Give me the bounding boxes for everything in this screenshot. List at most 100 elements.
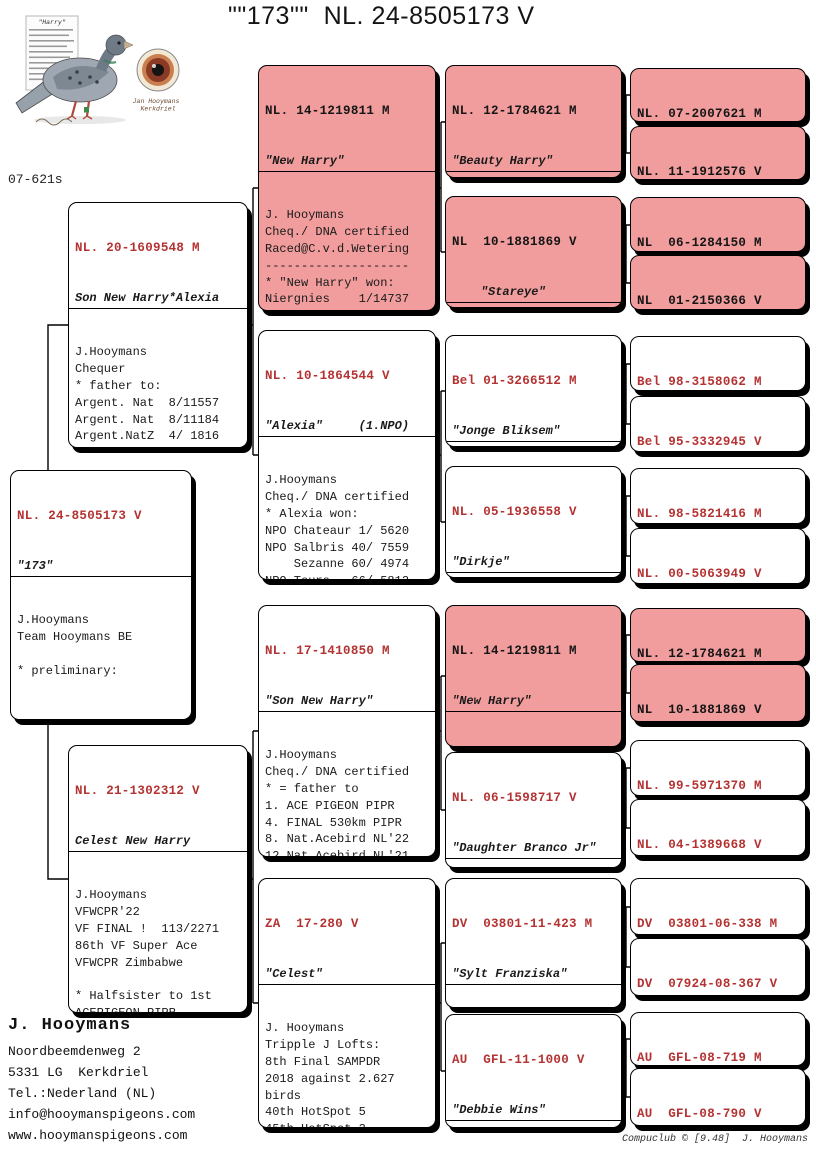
- ring-number: NL. 11-1912576 V: [637, 164, 762, 179]
- pigeon-name: "Jonge Bliksem": [452, 423, 561, 438]
- box-stareye: NL 10-1881869 V "Stareye" * MOTHER NEW H…: [445, 196, 622, 308]
- telephone-text: Tel.:Nederland (NL): [8, 1086, 157, 1101]
- ring-number: Bel 01-3266512 M: [452, 373, 577, 388]
- page-title: ""173"" NL. 24-8505173 V: [228, 2, 535, 30]
- card-title: "Harry": [38, 19, 65, 26]
- ring-number: AU GFL-08-790 V: [637, 1106, 762, 1121]
- ring-number: DV 03801-11-423 M: [452, 916, 593, 931]
- pigeon-photo: "Harry": [15, 15, 184, 126]
- pigeon-name: "Dirkje": [452, 554, 510, 569]
- pigeon-name: "Alexia" (1.NPO): [265, 418, 410, 433]
- box-beauty-harry: NL. 12-1784621 M "Beauty Harry" J.Hooyma…: [445, 65, 622, 178]
- address-line: Noordbeemdenweg 2: [8, 1044, 141, 1059]
- box-dolores: Bel 95-3332945 V "Dolores" Vandenabeele …: [630, 396, 806, 452]
- box-the-beauty-576: NL. 11-1912576 V "The Beauty 576" J.Hooy…: [630, 126, 806, 180]
- website-text: www.hooymanspigeons.com: [8, 1128, 188, 1143]
- pigeon-details: J. Hooymans Cheq./ DNA certified Raced@C…: [265, 208, 410, 310]
- box-t-lichte-supertje: NL 01-2150366 V " t Lichte Supertje" Jo …: [630, 255, 806, 310]
- pigeon-name: "Daughter Branco Jr": [452, 840, 597, 855]
- box-beauty-harry-2: NL. 12-1784621 M "Beauty Harry" J.Hooyma…: [630, 608, 806, 662]
- box-froome-150: NL 06-1284150 M "Froome 150" (TT) Jo Baa…: [630, 197, 806, 252]
- pigeon-details: J.Hooymans Team Hooymans BE * preliminar…: [17, 613, 133, 678]
- ring-number: NL. 99-5971370 M: [637, 778, 762, 793]
- box-harry: NL. 07-2007621 M "Harry" J.Hooymans: [630, 68, 806, 122]
- loft-owner-name: J. Hooymans: [8, 1016, 132, 1035]
- box-dirkje: NL. 05-1936558 V "Dirkje" C & G Koopman …: [445, 466, 622, 578]
- box-celest-new-harry: NL. 21-1302312 V Celest New Harry J.Hooy…: [68, 745, 248, 1013]
- box-stareye-2: NL 10-1881869 V "Stareye" * MOTHER NEW H…: [630, 664, 806, 722]
- ring-number: NL 06-1284150 M: [637, 235, 762, 250]
- photo-code: 07-621s: [8, 172, 63, 187]
- box-alexia: NL. 10-1864544 V "Alexia" (1.NPO) J.Hooy…: [258, 330, 436, 580]
- photo-caption: Jan Hooymans Kerkdriel: [133, 98, 184, 113]
- pigeon-name: "New Harry": [452, 693, 532, 708]
- ring-number: NL. 00-5063949 V: [637, 566, 762, 581]
- pigeon-eye-photo: [136, 48, 180, 92]
- ring-number: NL. 06-1598717 V: [452, 790, 577, 805]
- ring-number: NL. 98-5821416 M: [637, 506, 762, 521]
- ring-number: NL. 12-1784621 M: [452, 103, 577, 118]
- ring-number: AU GFL-11-1000 V: [452, 1052, 585, 1067]
- pigeon-illustration: [15, 34, 134, 126]
- ring-number: NL 10-1881869 V: [637, 702, 762, 717]
- box-reverman-schwidde: DV 07924-08-367 V Reverman/Schwidde: [630, 938, 806, 996]
- box-branco-junior: NL. 99-5971370 M "Branco Junior" C & G K…: [630, 740, 806, 796]
- ring-number: AU GFL-08-719 M: [637, 1050, 762, 1065]
- box-debbie-wins: AU GFL-11-1000 V "Debbie Wins" Ganus Fam…: [445, 1014, 622, 1128]
- pigeon-name: "Debbie Wins": [452, 1102, 546, 1117]
- box-daughter-branco-jr: NL. 06-1598717 V "Daughter Branco Jr" An…: [445, 752, 622, 868]
- ring-number: NL. 14-1219811 M: [265, 103, 390, 118]
- box-celest: ZA 17-280 V "Celest" J. Hooymans Tripple…: [258, 878, 436, 1128]
- box-son-new-harry: NL. 17-1410850 M "Son New Harry" J.Hooym…: [258, 605, 436, 857]
- ring-number: NL 01-2150366 V: [637, 293, 762, 308]
- email-text: info@hooymanspigeons.com: [8, 1107, 196, 1122]
- pigeon-name: "New Harry": [265, 153, 345, 168]
- ring-number: NL. 12-1784621 M: [637, 646, 762, 661]
- ring-number: NL. 05-1936558 V: [452, 504, 577, 519]
- box-amore: NL. 00-5063949 V "Amore" C & G Koopman: [630, 528, 806, 584]
- box-bliksem: Bel 98-3158062 M "Bliksem" Vandenabeele …: [630, 336, 806, 391]
- ring-number: Bel 98-3158062 M: [637, 374, 762, 389]
- ring-number: DV 03801-06-338 M: [637, 916, 778, 931]
- box-bradley: AU GFL-08-719 M "Bradley" Ganus Family L…: [630, 1012, 806, 1066]
- ring-number: Bel 95-3332945 V: [637, 434, 762, 449]
- pigeon-name: "Son New Harry": [265, 693, 374, 708]
- pigeon-name: "Beauty Harry": [452, 153, 553, 168]
- ring-number: NL. 20-1609548 M: [75, 240, 200, 255]
- box-son-new-harry-alexia: NL. 20-1609548 M Son New Harry*Alexia J.…: [68, 202, 248, 448]
- pigeon-name: Son New Harry*Alexia: [75, 290, 220, 305]
- box-new-harry-2: NL. 14-1219811 M "New Harry" J. Hooymans…: [445, 605, 622, 747]
- box-kleine-dirk: NL. 98-5821416 M "Kleine Dirk" C & G Koo…: [630, 468, 806, 524]
- box-sis-miss-wonderful: NL. 04-1389668 V "Sis Miss Wonderful" C …: [630, 799, 806, 856]
- pigeon-details: J. Hooymans Tripple J Lofts: 8th Final S…: [265, 1021, 395, 1127]
- pigeon-details: J.Hooymans Cheq./ DNA certified * Alexia…: [265, 473, 410, 579]
- ring-number: NL. 14-1219811 M: [452, 643, 577, 658]
- ring-number: NL. 10-1864544 V: [265, 368, 390, 383]
- ring-number: NL. 17-1410850 M: [265, 643, 390, 658]
- software-credit: Compuclub © [9.48] J. Hooymans: [621, 1134, 808, 1145]
- ring-number: NL 10-1881869 V: [452, 234, 577, 249]
- pigeon-name: "173": [17, 558, 54, 573]
- ring-number: ZA 17-280 V: [265, 916, 359, 931]
- pigeon-name: "Stareye": [452, 284, 546, 299]
- pigeon-name: Celest New Harry: [75, 833, 191, 848]
- box-romario: DV 03801-06-338 M "ROMARIO": [630, 878, 806, 935]
- box-sylt-franziska: DV 03801-11-423 M "Sylt Franziska" (son …: [445, 878, 622, 1008]
- pigeon-details: J.Hooymans Chequer * father to: Argent. …: [75, 345, 220, 447]
- box-subject-173: NL. 24-8505173 V "173" J.Hooymans Team H…: [10, 470, 192, 720]
- pigeon-name: "Celest": [265, 966, 323, 981]
- ring-number: NL. 21-1302312 V: [75, 783, 200, 798]
- box-new-harry: NL. 14-1219811 M "New Harry" J. Hooymans…: [258, 65, 436, 311]
- pigeon-details: J.Hooymans Cheq./ DNA certified * = fath…: [265, 748, 410, 857]
- box-jonge-bliksem: Bel 01-3266512 M "Jonge Bliksem" Vandena…: [445, 335, 622, 447]
- ring-number: DV 07924-08-367 V: [637, 976, 778, 991]
- address-line: 5331 LG Kerkdriel: [8, 1065, 149, 1080]
- ring-number: NL. 07-2007621 M: [637, 106, 762, 121]
- pigeon-name: "Sylt Franziska": [452, 966, 568, 981]
- ring-number: NL. 24-8505173 V: [17, 508, 142, 523]
- ring-number: NL. 04-1389668 V: [637, 837, 762, 852]
- box-rockets-delight: AU GFL-08-790 V Rocket's Delight Ganus F…: [630, 1068, 806, 1126]
- contact-block: J. Hooymans Noordbeemdenweg 2 5331 LG Ke…: [8, 1016, 195, 1146]
- pigeon-details: J.Hooymans VFWCPR'22 VF FINAL ! 113/2271…: [75, 888, 220, 1013]
